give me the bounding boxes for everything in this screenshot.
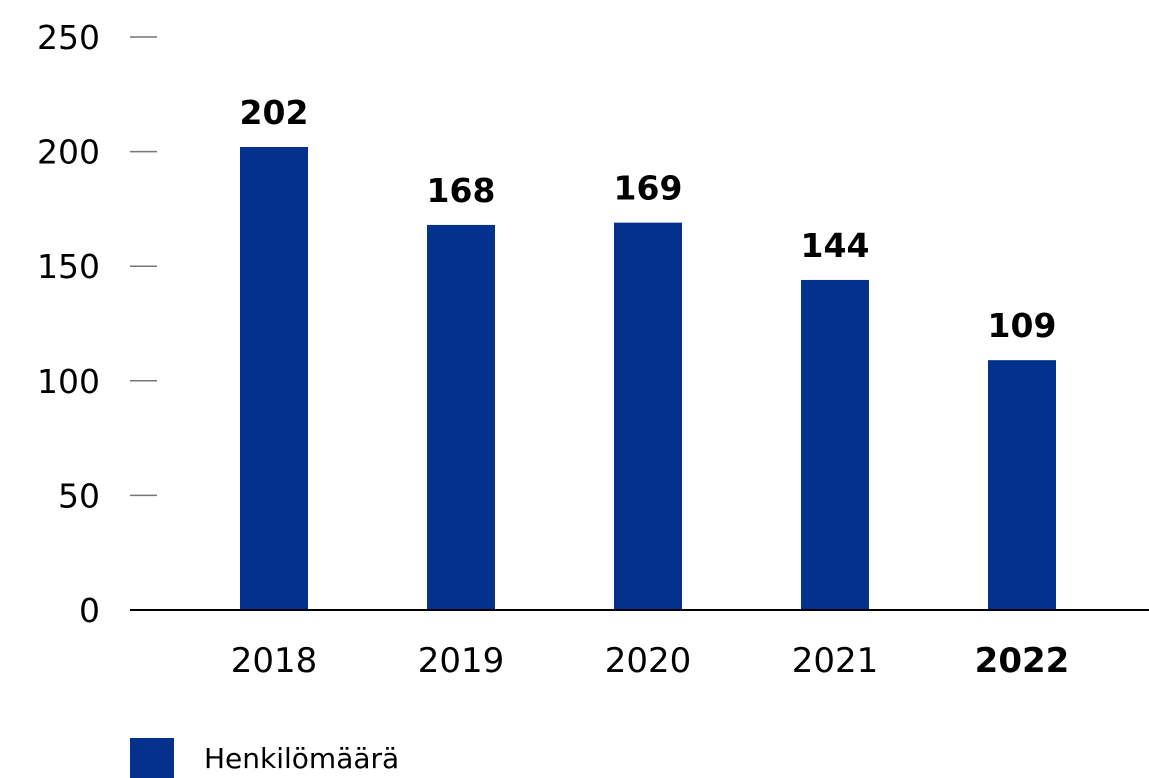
x-tick-label-2022: 2022 xyxy=(975,641,1070,681)
data-label-2019: 168 xyxy=(427,171,496,210)
data-label-2021: 144 xyxy=(801,226,870,265)
bar-2018 xyxy=(240,147,308,611)
bar-2020 xyxy=(614,222,682,611)
x-tick-label-2019: 2019 xyxy=(418,641,505,681)
x-axis: 2018 2019 2020 2021 2022 xyxy=(130,609,1149,681)
legend-label: Henkilömäärä xyxy=(204,741,400,775)
y-axis: 0 50 100 150 200 250 xyxy=(37,18,157,630)
x-tick-label-2020: 2020 xyxy=(605,641,692,681)
data-labels: 202 168 169 144 109 xyxy=(240,93,1057,345)
data-label-2018: 202 xyxy=(240,93,309,132)
y-tick-label: 250 xyxy=(37,18,100,57)
y-tick-label: 0 xyxy=(79,591,100,630)
x-tick-label-2018: 2018 xyxy=(231,641,318,681)
bars xyxy=(240,147,1056,611)
bar-2019 xyxy=(427,224,495,610)
y-tick-label: 200 xyxy=(37,133,100,172)
legend: Henkilömäärä xyxy=(130,738,399,778)
data-label-2022: 109 xyxy=(988,306,1057,345)
x-tick-label-2021: 2021 xyxy=(792,641,879,681)
bar-2021 xyxy=(801,279,869,610)
y-tick-label: 100 xyxy=(37,362,100,401)
y-tick-label: 50 xyxy=(58,476,100,515)
y-tick-label: 150 xyxy=(37,247,100,286)
legend-swatch xyxy=(130,738,174,778)
data-label-2020: 169 xyxy=(614,169,683,208)
bar-2022 xyxy=(988,360,1056,610)
